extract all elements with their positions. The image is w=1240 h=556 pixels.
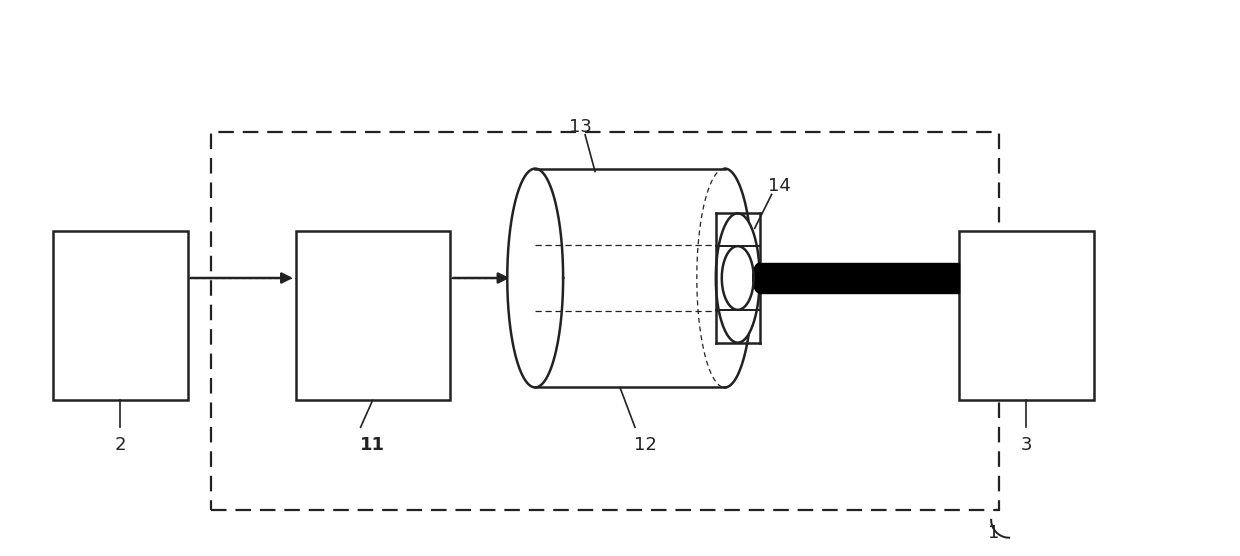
Polygon shape <box>507 168 753 388</box>
Bar <box>211 132 999 510</box>
Text: 1: 1 <box>988 524 999 542</box>
Polygon shape <box>715 214 760 342</box>
Text: 12: 12 <box>634 436 656 454</box>
Bar <box>295 231 450 400</box>
Polygon shape <box>722 246 754 310</box>
Bar <box>53 231 188 400</box>
Bar <box>760 263 960 293</box>
Text: 3: 3 <box>1021 436 1032 454</box>
Polygon shape <box>753 263 760 293</box>
Text: 2: 2 <box>114 436 126 454</box>
Text: 13: 13 <box>569 118 591 136</box>
Text: 14: 14 <box>769 177 791 196</box>
Text: 11: 11 <box>360 436 386 454</box>
Bar <box>960 231 1094 400</box>
